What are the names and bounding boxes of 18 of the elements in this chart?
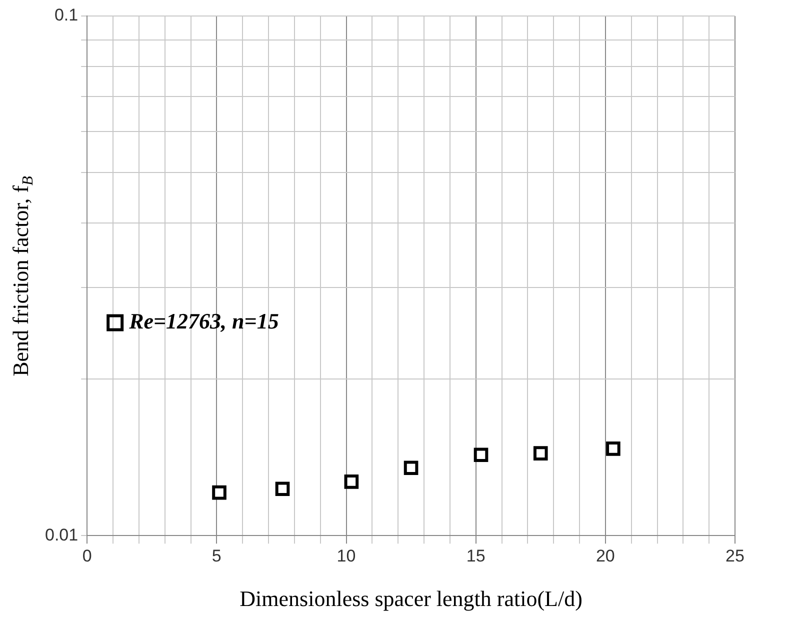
point xyxy=(533,446,548,460)
point xyxy=(275,482,290,496)
legend-label: Re=12763, n=15 xyxy=(128,308,279,334)
x-tick-label: 10 xyxy=(336,546,356,566)
x-tick-label: 25 xyxy=(726,546,744,566)
x-axis-title: Dimensionless spacer length ratio(L/d) xyxy=(240,586,582,611)
point xyxy=(474,448,488,462)
y-axis-title: Bend friction factor, fB xyxy=(8,175,37,376)
y-tick-label: 0.01 xyxy=(44,525,78,544)
x-tick-label: 20 xyxy=(596,546,615,566)
x-tick-label: 15 xyxy=(466,546,486,566)
point xyxy=(404,460,418,476)
point xyxy=(344,474,359,489)
y-tick-label: 0.1 xyxy=(54,6,78,25)
x-tick-label: 5 xyxy=(212,546,222,566)
x-tick-label: 0 xyxy=(82,546,92,566)
point xyxy=(606,442,620,456)
point xyxy=(212,485,226,500)
